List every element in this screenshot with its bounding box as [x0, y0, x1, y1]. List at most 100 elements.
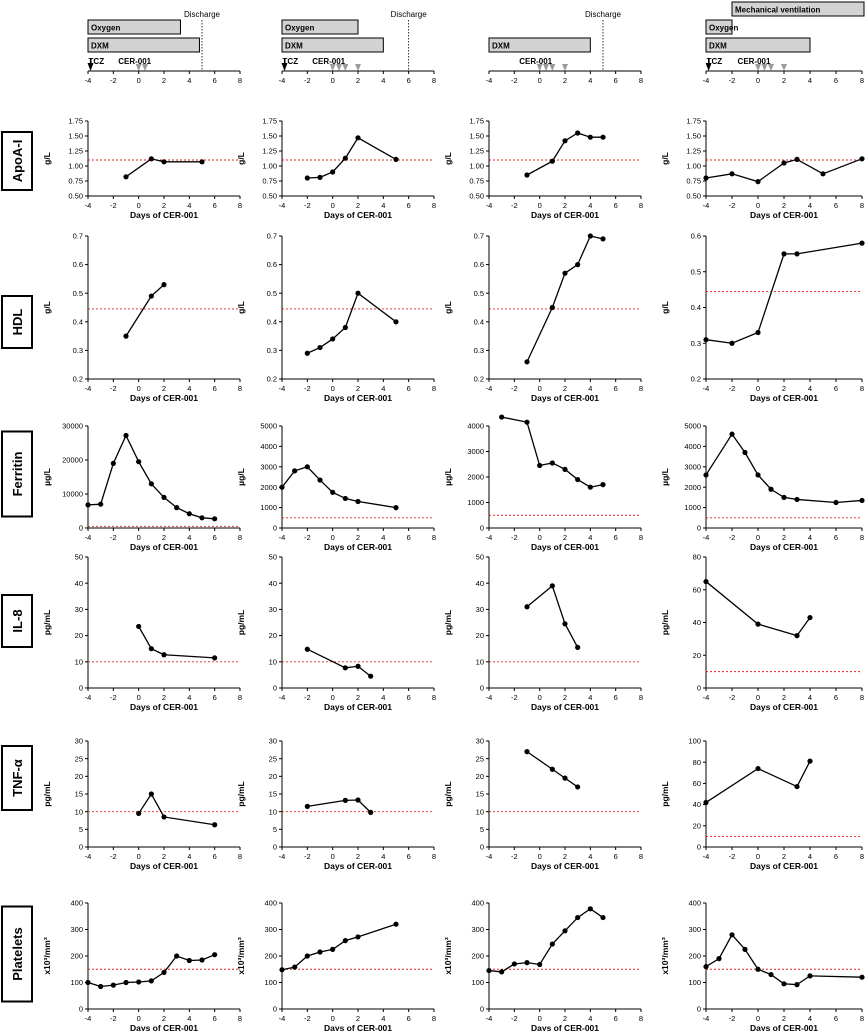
data-point: [292, 964, 298, 970]
y-tick-label: 0.4: [691, 303, 701, 312]
y-tick-label: 0.3: [267, 346, 277, 355]
y-tick-label: 1.00: [686, 162, 701, 171]
data-point: [123, 979, 129, 986]
y-tick-label: 400: [70, 899, 83, 908]
data-point: [279, 967, 285, 973]
y-tick-label: 20: [75, 772, 83, 781]
x-tick-label: -2: [511, 201, 518, 210]
timeline-tick-label: 4: [187, 76, 191, 85]
x-axis-label: Days of CER-001: [324, 1023, 392, 1031]
x-tick-label: -4: [703, 852, 710, 861]
cer-arrow: [781, 64, 787, 71]
data-point: [317, 949, 323, 955]
y-axis-label: µg/L: [42, 468, 52, 486]
y-tick-label: 0: [79, 843, 83, 852]
y-axis-label: g/L: [42, 152, 52, 165]
x-tick-label: -4: [486, 693, 493, 702]
y-tick-label: 3000: [467, 447, 484, 456]
data-point: [703, 472, 709, 478]
data-point: [549, 583, 555, 589]
x-tick-label: 6: [407, 201, 411, 210]
y-tick-label: 4000: [260, 442, 277, 451]
y-tick-label: 0.6: [691, 232, 701, 241]
y-tick-label: 25: [476, 754, 484, 763]
x-tick-label: 0: [137, 852, 141, 861]
treatment-bar-label: DXM: [91, 42, 109, 51]
x-tick-label: 2: [356, 201, 360, 210]
row-label-text: ApoA-I: [10, 140, 25, 183]
x-tick-label: -2: [304, 384, 311, 393]
data-point: [304, 803, 310, 809]
x-tick-label: 2: [563, 201, 567, 210]
y-tick-label: 40: [269, 579, 277, 588]
treatment-bar: [705, 37, 811, 53]
timeline-tick-label: -2: [729, 76, 736, 85]
x-tick-label: 0: [538, 384, 542, 393]
y-tick-label: 20: [693, 651, 701, 660]
y-tick-label: 0.7: [267, 232, 277, 241]
tcz-label: TCZ: [283, 57, 299, 66]
cer-arrow: [549, 64, 556, 71]
y-tick-label: 1000: [260, 503, 277, 512]
x-tick-label: -2: [304, 693, 311, 702]
series-line: [307, 799, 372, 813]
x-tick-label: 8: [432, 852, 436, 861]
y-tick-label: 0: [697, 843, 701, 852]
y-tick-label: 0.6: [267, 260, 277, 269]
y-tick-label: 30000: [62, 422, 83, 431]
row-labels: ApoA-I HDL Ferritin IL-8 TNF-α Platelets: [1, 131, 33, 1003]
x-tick-label: 4: [588, 201, 592, 210]
data-point: [161, 159, 167, 165]
panel-5-2: 0 100 200 300 400 -4 -2 0 2 4 6 8 Days of CER-001 x10…: [443, 899, 643, 1031]
x-tick-label: 0: [538, 1014, 542, 1023]
y-tick-label: 1.25: [686, 147, 701, 156]
data-point: [292, 468, 298, 474]
data-point: [279, 484, 285, 490]
y-tick-label: 0: [480, 524, 484, 533]
x-tick-label: 2: [563, 384, 567, 393]
series-line: [501, 416, 604, 488]
y-tick-label: 1.00: [469, 162, 484, 171]
series-line: [307, 292, 397, 354]
data-point: [148, 481, 154, 487]
data-point: [794, 783, 800, 790]
data-point: [393, 319, 399, 325]
x-tick-label: 6: [614, 201, 618, 210]
y-axis-label: g/L: [660, 301, 670, 314]
x-tick-label: 0: [331, 533, 335, 542]
y-tick-label: 1000: [467, 498, 484, 507]
treatment-bar-label: Oxygen: [709, 24, 738, 33]
data-point: [110, 982, 116, 988]
x-tick-label: 2: [782, 384, 786, 393]
series-line: [526, 584, 579, 648]
row-label-1: HDL: [1, 295, 33, 349]
y-tick-label: 0: [273, 524, 277, 533]
y-axis-label: g/L: [443, 152, 453, 165]
x-tick-label: 8: [639, 693, 643, 702]
data-point: [768, 486, 774, 492]
y-tick-label: 200: [264, 952, 277, 961]
data-point: [781, 981, 787, 987]
data-point: [703, 175, 709, 181]
y-tick-label: 40: [476, 579, 484, 588]
data-point: [136, 979, 142, 985]
data-point: [148, 978, 154, 984]
x-tick-label: 0: [538, 533, 542, 542]
data-point: [587, 484, 593, 490]
panel-1-0: 0.2 0.3 0.4 0.5 0.6 0.7 -4 -2 0 2 4 6 8 Days of CER-0…: [42, 232, 242, 403]
y-tick-label: 0: [79, 524, 83, 533]
y-tick-label: 0.6: [73, 260, 83, 269]
x-tick-label: 2: [563, 1014, 567, 1023]
x-tick-label: 0: [756, 533, 760, 542]
y-tick-label: 0.2: [73, 375, 83, 384]
x-axis-label: Days of CER-001: [130, 393, 198, 403]
data-point: [393, 505, 399, 511]
treatment-bar: [281, 37, 384, 53]
data-point: [833, 499, 839, 506]
y-tick-label: 0: [480, 1005, 484, 1014]
series-line: [307, 648, 372, 677]
data-point: [549, 460, 555, 466]
data-point: [716, 956, 722, 962]
y-tick-label: 0.6: [474, 260, 484, 269]
y-tick-label: 3000: [260, 462, 277, 471]
